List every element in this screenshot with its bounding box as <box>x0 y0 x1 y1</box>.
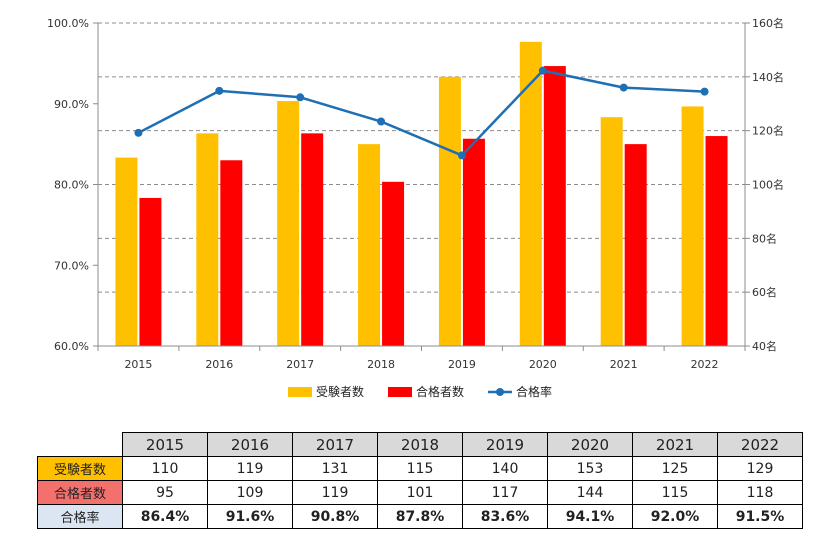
bar-合格者数-2019 <box>462 138 485 346</box>
bar-受験者数-2017 <box>277 101 300 346</box>
table-row: 合格者数 95 109 119 101 117 144 115 118 <box>37 480 803 505</box>
bar-受験者数-2016 <box>196 133 219 346</box>
bar-合格者数-2015 <box>139 197 162 346</box>
bar-受験者数-2020 <box>519 41 542 346</box>
x-tick-label-2022: 2022 <box>691 358 719 371</box>
x-tick-label-2020: 2020 <box>529 358 557 371</box>
bar-合格者数-2016 <box>220 160 243 346</box>
table-cell: 118 <box>717 480 803 505</box>
right-tick-label: 140名 <box>752 70 784 84</box>
right-tick-label: 160名 <box>752 16 784 30</box>
year-header-2019: 2019 <box>462 432 548 457</box>
left-tick-label: 60.0% <box>54 340 89 353</box>
data-table-container: 2015 2016 2017 2018 2019 2020 2021 2022 受験者数 110 1… <box>37 432 803 529</box>
year-header-2016: 2016 <box>207 432 293 457</box>
table-cell: 92.0% <box>632 504 718 529</box>
bar-合格者数-2017 <box>301 133 324 346</box>
table-cell: 94.1% <box>547 504 633 529</box>
bar-受験者数-2015 <box>115 157 138 346</box>
row-label: 合格者数 <box>37 480 123 505</box>
year-header-2021: 2021 <box>632 432 718 457</box>
left-tick-label: 100.0% <box>47 17 89 30</box>
data-table: 2015 2016 2017 2018 2019 2020 2021 2022 受験者数 110 1… <box>37 432 803 529</box>
year-header-2017: 2017 <box>292 432 378 457</box>
x-tick-label-2021: 2021 <box>610 358 638 371</box>
table-cell: 129 <box>717 456 803 481</box>
table-cell: 153 <box>547 456 633 481</box>
table-row: 受験者数 110 119 131 115 140 153 125 129 <box>37 456 803 481</box>
point-合格率-2016 <box>215 86 224 95</box>
bar-合格者数-2018 <box>382 181 405 346</box>
table-cell: 95 <box>122 480 208 505</box>
bar-合格者数-2021 <box>624 144 647 346</box>
table-cell: 87.8% <box>377 504 463 529</box>
row-label: 合格率 <box>37 504 123 529</box>
bar-受験者数-2019 <box>438 76 461 346</box>
left-tick-label: 90.0% <box>54 98 89 111</box>
chart-svg: 60.0% 70.0% 80.0% 90.0% 100.0% 40名 60名 80名 100名 1… <box>47 16 784 399</box>
right-tick-label: 120名 <box>752 124 784 138</box>
table-cell: 101 <box>377 480 463 505</box>
right-tick-label: 80名 <box>752 231 777 245</box>
legend-swatch-受験者数 <box>288 387 312 397</box>
bar-合格者数-2020 <box>543 66 566 347</box>
bar-受験者数-2021 <box>600 117 623 346</box>
table-cell: 144 <box>547 480 633 505</box>
x-tick-label-2019: 2019 <box>448 358 476 371</box>
point-合格率-2018 <box>377 117 386 126</box>
point-合格率-2021 <box>619 83 628 92</box>
table-cell: 91.6% <box>207 504 293 529</box>
combo-chart: 60.0% 70.0% 80.0% 90.0% 100.0% 40名 60名 80名 100名 1… <box>47 16 784 399</box>
table-cell: 91.5% <box>717 504 803 529</box>
table-cell: 119 <box>207 456 293 481</box>
point-合格率-2022 <box>700 87 709 96</box>
year-header-2018: 2018 <box>377 432 463 457</box>
year-header-2015: 2015 <box>122 432 208 457</box>
x-tick-label-2015: 2015 <box>124 358 152 371</box>
table-cell: 115 <box>377 456 463 481</box>
legend-label-合格率: 合格率 <box>516 384 552 399</box>
table-header-row: 2015 2016 2017 2018 2019 2020 2021 2022 <box>37 432 803 457</box>
table-cell: 125 <box>632 456 718 481</box>
line-合格率 <box>137 69 705 157</box>
bar-合格者数-2022 <box>705 136 728 346</box>
x-tick-label-2017: 2017 <box>286 358 314 371</box>
table-row: 合格率 86.4% 91.6% 90.8% 87.8% 83.6% 94.1% 92.0% 91… <box>37 504 803 529</box>
table-cell: 140 <box>462 456 548 481</box>
legend-label-合格者数: 合格者数 <box>416 384 464 399</box>
left-tick-label: 70.0% <box>54 259 89 272</box>
x-tick-label-2018: 2018 <box>367 358 395 371</box>
legend-marker-合格率 <box>496 388 504 396</box>
table-corner-cell <box>37 432 123 457</box>
table-cell: 110 <box>122 456 208 481</box>
point-合格率-2019 <box>457 151 466 160</box>
bar-受験者数-2022 <box>681 106 704 346</box>
table-cell: 86.4% <box>122 504 208 529</box>
right-tick-label: 100名 <box>752 178 784 192</box>
point-合格率-2020 <box>538 66 547 75</box>
right-tick-label: 60名 <box>752 285 777 299</box>
table-cell: 83.6% <box>462 504 548 529</box>
table-cell: 131 <box>292 456 378 481</box>
year-header-2020: 2020 <box>547 432 633 457</box>
table-cell: 90.8% <box>292 504 378 529</box>
point-合格率-2017 <box>296 93 305 102</box>
x-tick-label-2016: 2016 <box>205 358 233 371</box>
table-cell: 115 <box>632 480 718 505</box>
legend-label-受験者数: 受験者数 <box>316 384 364 399</box>
left-tick-label: 80.0% <box>54 179 89 192</box>
point-合格率-2015 <box>134 128 143 137</box>
year-header-2022: 2022 <box>717 432 803 457</box>
table-cell: 119 <box>292 480 378 505</box>
row-label: 受験者数 <box>37 456 123 481</box>
right-tick-label: 40名 <box>752 339 777 353</box>
table-cell: 117 <box>462 480 548 505</box>
bar-受験者数-2018 <box>358 144 381 346</box>
table-cell: 109 <box>207 480 293 505</box>
legend-swatch-合格者数 <box>388 387 412 397</box>
